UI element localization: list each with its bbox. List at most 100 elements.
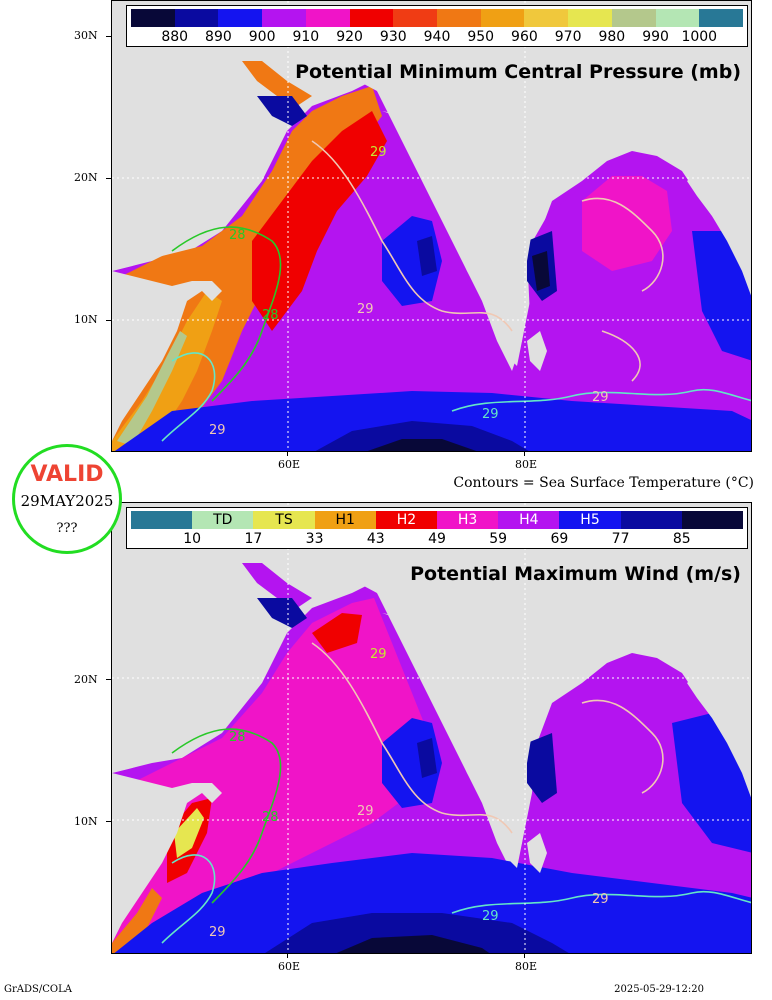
somali-coast-yellow [174,808,204,858]
southern-ocean-dark [265,913,569,953]
sst-contour-29-a [311,140,513,332]
wind-colorbar-swatch: TS [253,511,315,529]
contour-label: 29 [209,925,226,940]
pressure-colorbar-swatch [655,9,700,27]
sst-contour-29-d [581,699,664,794]
lat-label-20n: 20N [74,171,98,184]
andaman-dark [527,733,557,803]
southeast-asia-landmass [687,643,751,798]
contour-label: 29 [357,302,374,317]
lon-tick [287,954,288,958]
lat-tick [106,679,111,680]
lat-label-10n: 10N [74,815,98,828]
wind-colorbar-swatch: H3 [437,511,499,529]
wind-panel-title: Potential Maximum Wind (m/s) [410,563,741,585]
pressure-colorbar-ticks: 880 890 900 910 920 930 940 950 960 970 980 990 1000 [131,29,743,45]
sri-lanka-landmass [527,833,547,873]
pressure-colorbar-tick-label: 980 [598,29,626,45]
sst-contour-28-a [171,226,282,402]
india-landmass [382,111,532,366]
pressure-map-panel: 29 28 28 29 29 29 29 880 890 900 910 920 930 9… [111,0,752,452]
sst-contour-29-b [161,352,216,442]
contour-label: 29 [370,647,387,662]
lat-label-10n: 10N [74,313,98,326]
gulf-of-oman-blue [257,96,307,126]
pressure-colorbar-swatch [174,9,219,27]
valid-title: VALID [30,462,104,487]
lat-label-20n: 20N [74,673,98,686]
sst-contour-29-d [581,197,664,292]
contour-label: 28 [262,810,279,825]
contour-label: 29 [592,390,609,405]
wind-colorbar-tick-label: 85 [672,531,691,547]
lon-tick [524,954,525,958]
pressure-colorbar-tick-label: 920 [336,29,363,45]
pressure-colorbar-tick-label: 930 [379,29,407,45]
wind-colorbar-category-label: TD [213,512,233,528]
arabian-sea-red-spot [312,613,362,653]
lat-tick [106,36,111,37]
wind-colorbar-swatch [620,511,682,529]
valid-date: 29MAY2025 [20,492,114,510]
arabia-landmass [112,503,287,773]
wind-colorbar-swatch: H5 [559,511,621,529]
pressure-colorbar-tick-label: 960 [511,29,538,45]
contour-label: 28 [229,228,246,243]
pressure-colorbar-tick-label: 990 [642,29,669,45]
persian-gulf-area [242,61,312,106]
southern-ocean-blue [114,853,751,953]
southern-ocean-darkest [336,935,490,953]
andaman-darkest [532,251,550,291]
africa-landmass [112,773,222,943]
pressure-colorbar-swatch [349,9,394,27]
pressure-colorbar-tick-label: 970 [554,29,582,45]
pressure-colorbar-tick-label: 950 [467,29,495,45]
africa-landmass [112,271,222,441]
pressure-colorbar-swatch [699,9,744,27]
somali-coast-green [117,331,187,446]
pressure-colorbar-tick-label: 940 [423,29,451,45]
lon-label-60e: 60E [278,458,301,471]
valid-extra: ??? [56,521,78,536]
wind-colorbar-category-label: H4 [519,512,539,528]
footer-credit: GrADS/COLA [4,984,72,995]
india-landmass [382,613,532,868]
lat-tick [106,320,111,321]
wind-map-graphic: 29 28 28 29 29 29 29 [112,503,751,953]
pressure-panel-title: Potential Minimum Central Pressure (mb) [295,61,741,83]
wind-colorbar: TD TS H1 H2 H3 H4 H5 10 17 33 43 49 59 69 77 85 [126,507,748,549]
wind-colorbar-category-label: H2 [396,512,417,528]
lat-tick [106,821,111,822]
contour-label: 29 [482,909,499,924]
pressure-colorbar-swatch [218,9,263,27]
pressure-colorbar-swatch [305,9,350,27]
lon-tick [524,452,525,456]
pressure-colorbar-swatch [393,9,438,27]
lon-label-80e: 80E [515,960,538,973]
wind-colorbar-swatches: TD TS H1 H2 H3 H4 H5 [131,511,744,529]
southern-ocean-darkest [367,439,477,451]
wind-colorbar-swatch: H2 [375,511,438,529]
contour-label: 29 [357,804,374,819]
southern-ocean-blue [114,391,751,451]
pressure-colorbar-tick-label: 900 [248,29,276,45]
sri-lanka-landmass [527,331,547,371]
wind-colorbar-ticks: 10 17 33 43 49 59 69 77 85 [131,531,743,547]
wind-colorbar-category-label: H3 [457,512,478,528]
southern-ocean-dark [315,421,529,451]
wind-colorbar-tick-label: 69 [550,531,569,547]
wind-colorbar-swatch [681,511,744,529]
wind-colorbar-tick-label: 33 [305,531,324,547]
bay-of-bengal-blue [692,231,751,361]
pressure-colorbar-swatch [611,9,656,27]
contour-label: 29 [482,407,499,422]
central-dark-zone [417,738,437,778]
southeast-asia-landmass [687,141,751,296]
iran-pakistan-landmass [162,1,751,201]
sst-contour-29-c [451,890,751,914]
lon-label-80e: 80E [515,458,538,471]
pressure-colorbar-swatch [437,9,481,27]
sst-contour-29-a [311,642,513,834]
pressure-colorbar-tick-label: 910 [292,29,320,45]
sst-contour-29-c [451,388,751,412]
